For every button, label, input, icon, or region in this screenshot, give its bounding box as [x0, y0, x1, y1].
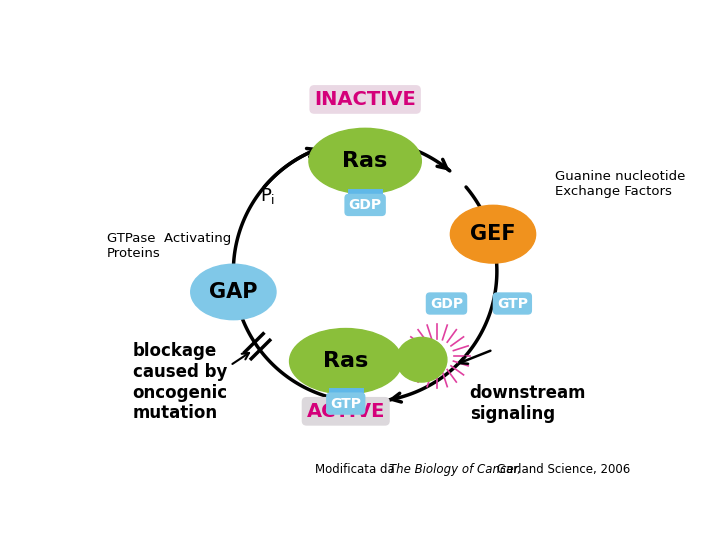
Text: ACTIVE: ACTIVE [307, 402, 385, 421]
Text: blockage
caused by
oncogenic
mutation: blockage caused by oncogenic mutation [132, 342, 228, 422]
Text: INACTIVE: INACTIVE [314, 90, 416, 109]
Text: GEF: GEF [470, 224, 516, 244]
Ellipse shape [397, 338, 447, 382]
Ellipse shape [191, 264, 276, 320]
Text: GTP: GTP [497, 296, 528, 310]
Text: Modificata da: Modificata da [315, 463, 402, 476]
Text: downstream
signaling: downstream signaling [469, 384, 586, 423]
Text: GAP: GAP [209, 282, 258, 302]
Text: GDP: GDP [430, 296, 463, 310]
Text: i: i [271, 194, 274, 207]
Text: Garland Science, 2006: Garland Science, 2006 [493, 463, 630, 476]
Text: GTP: GTP [330, 396, 361, 410]
Text: The Biology of Cancer,: The Biology of Cancer, [389, 463, 521, 476]
Text: Guanine nucleotide
Exchange Factors: Guanine nucleotide Exchange Factors [555, 170, 685, 198]
Text: P: P [261, 187, 271, 205]
Ellipse shape [451, 205, 536, 263]
Text: GTPase  Activating
Proteins: GTPase Activating Proteins [107, 232, 231, 260]
Text: GDP: GDP [348, 198, 382, 212]
Text: Ras: Ras [323, 351, 369, 372]
Ellipse shape [289, 328, 402, 394]
Ellipse shape [309, 129, 421, 194]
Text: Ras: Ras [343, 151, 388, 171]
